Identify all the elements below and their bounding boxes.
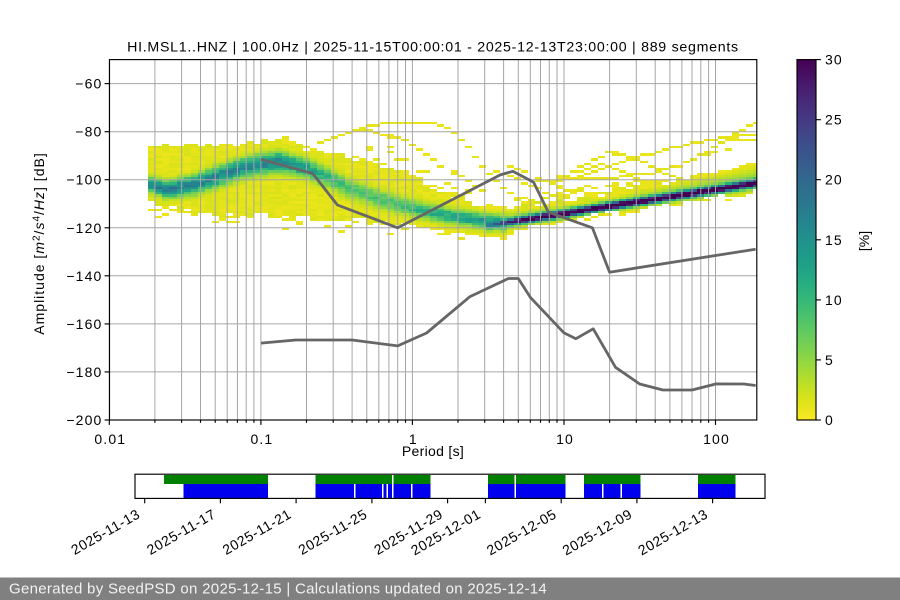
svg-text:5: 5 — [825, 352, 834, 368]
svg-text:10: 10 — [825, 292, 843, 308]
svg-text:HI.MSL1..HNZ | 100.0Hz | 2025-: HI.MSL1..HNZ | 100.0Hz | 2025-11-15T00:0… — [127, 40, 739, 56]
svg-text:1: 1 — [409, 431, 418, 447]
svg-text:0.01: 0.01 — [94, 431, 126, 447]
svg-text:15: 15 — [825, 232, 843, 248]
svg-text:0: 0 — [825, 412, 834, 428]
svg-text:25: 25 — [825, 112, 843, 128]
svg-text:100: 100 — [703, 431, 730, 447]
svg-text:−100: −100 — [66, 172, 102, 188]
svg-text:−180: −180 — [66, 364, 102, 380]
svg-text:Amplitude [m2/s4/Hz] [dB]: Amplitude [m2/s4/Hz] [dB] — [31, 152, 47, 334]
svg-text:10: 10 — [556, 431, 574, 447]
svg-text:−200: −200 — [66, 412, 102, 428]
svg-text:Generated by SeedPSD on 2025-1: Generated by SeedPSD on 2025-12-15 | Cal… — [9, 581, 547, 598]
svg-text:−80: −80 — [75, 124, 102, 140]
svg-text:[%]: [%] — [856, 231, 872, 251]
svg-text:−160: −160 — [66, 316, 102, 332]
svg-text:−60: −60 — [75, 76, 102, 92]
svg-text:30: 30 — [825, 52, 843, 68]
svg-text:20: 20 — [825, 172, 843, 188]
svg-text:−120: −120 — [66, 220, 102, 236]
svg-text:0.1: 0.1 — [250, 431, 273, 447]
svg-text:Period [s]: Period [s] — [402, 443, 464, 459]
svg-text:−140: −140 — [66, 268, 102, 284]
